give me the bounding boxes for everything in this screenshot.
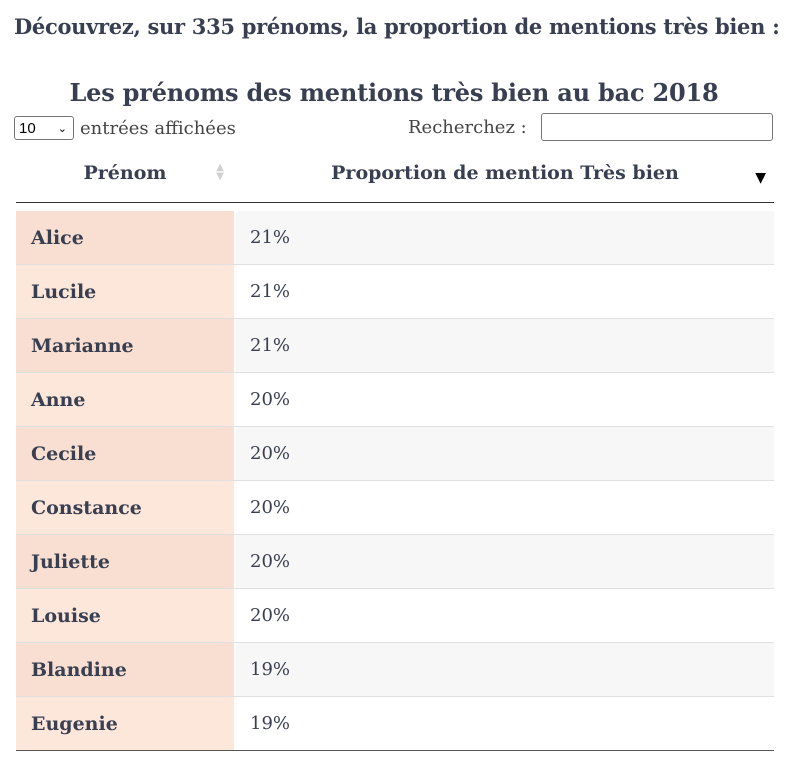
table-row: Juliette 20% bbox=[16, 535, 774, 589]
table-row: Alice 21% bbox=[16, 211, 774, 265]
table-header: Prénom ▲ ▼ Proportion de mention Très bie… bbox=[16, 150, 774, 203]
name-cell: Marianne bbox=[16, 319, 234, 372]
table-row: Blandine 19% bbox=[16, 643, 774, 697]
table-body: Alice 21% Lucile 21% Marianne 21% Anne 2… bbox=[16, 211, 774, 751]
proportion-cell: 20% bbox=[236, 373, 774, 426]
name-cell: Alice bbox=[16, 211, 234, 264]
name-cell: Louise bbox=[16, 589, 234, 642]
name-cell: Anne bbox=[16, 373, 234, 426]
sort-both-icon: ▲ ▼ bbox=[216, 162, 224, 182]
search-input[interactable] bbox=[540, 113, 773, 141]
proportion-cell: 20% bbox=[236, 535, 774, 588]
table-row: Constance 20% bbox=[16, 481, 774, 535]
proportion-cell: 21% bbox=[236, 319, 774, 372]
name-cell: Cecile bbox=[16, 427, 234, 480]
name-cell: Juliette bbox=[16, 535, 234, 588]
table-row: Eugenie 19% bbox=[16, 697, 774, 751]
name-cell: Constance bbox=[16, 481, 234, 534]
proportion-cell: 21% bbox=[236, 265, 774, 318]
sort-descending-icon: ▼ bbox=[755, 170, 766, 186]
intro-text: Découvrez, sur 335 prénoms, la proportio… bbox=[14, 14, 780, 39]
name-cell: Lucile bbox=[16, 265, 234, 318]
table-title: Les prénoms des mentions très bien au ba… bbox=[69, 78, 719, 107]
proportion-cell: 20% bbox=[236, 589, 774, 642]
proportion-cell: 19% bbox=[236, 643, 774, 696]
column-header-proportion-label: Proportion de mention Très bien bbox=[331, 162, 679, 184]
names-table: Prénom ▲ ▼ Proportion de mention Très bie… bbox=[16, 150, 774, 751]
table-row: Anne 20% bbox=[16, 373, 774, 427]
entries-per-page-label: entrées affichées bbox=[80, 117, 236, 139]
proportion-cell: 20% bbox=[236, 427, 774, 480]
column-header-proportion[interactable]: Proportion de mention Très bien ▼ bbox=[236, 150, 774, 202]
chevron-down-icon: ⌄ bbox=[57, 122, 67, 135]
entries-per-page-value: 10 bbox=[19, 119, 36, 137]
proportion-cell: 21% bbox=[236, 211, 774, 264]
column-header-name[interactable]: Prénom ▲ ▼ bbox=[16, 150, 234, 202]
table-row: Lucile 21% bbox=[16, 265, 774, 319]
table-row: Marianne 21% bbox=[16, 319, 774, 373]
proportion-cell: 19% bbox=[236, 697, 774, 750]
search-label: Recherchez : bbox=[408, 116, 527, 138]
column-header-name-label: Prénom bbox=[83, 162, 167, 184]
proportion-cell: 20% bbox=[236, 481, 774, 534]
search-control: Recherchez : bbox=[408, 113, 773, 141]
entries-length-control: 10 ⌄ entrées affichées bbox=[14, 116, 236, 140]
table-row: Cecile 20% bbox=[16, 427, 774, 481]
table-row: Louise 20% bbox=[16, 589, 774, 643]
entries-per-page-select[interactable]: 10 ⌄ bbox=[14, 116, 74, 140]
name-cell: Blandine bbox=[16, 643, 234, 696]
name-cell: Eugenie bbox=[16, 697, 234, 750]
